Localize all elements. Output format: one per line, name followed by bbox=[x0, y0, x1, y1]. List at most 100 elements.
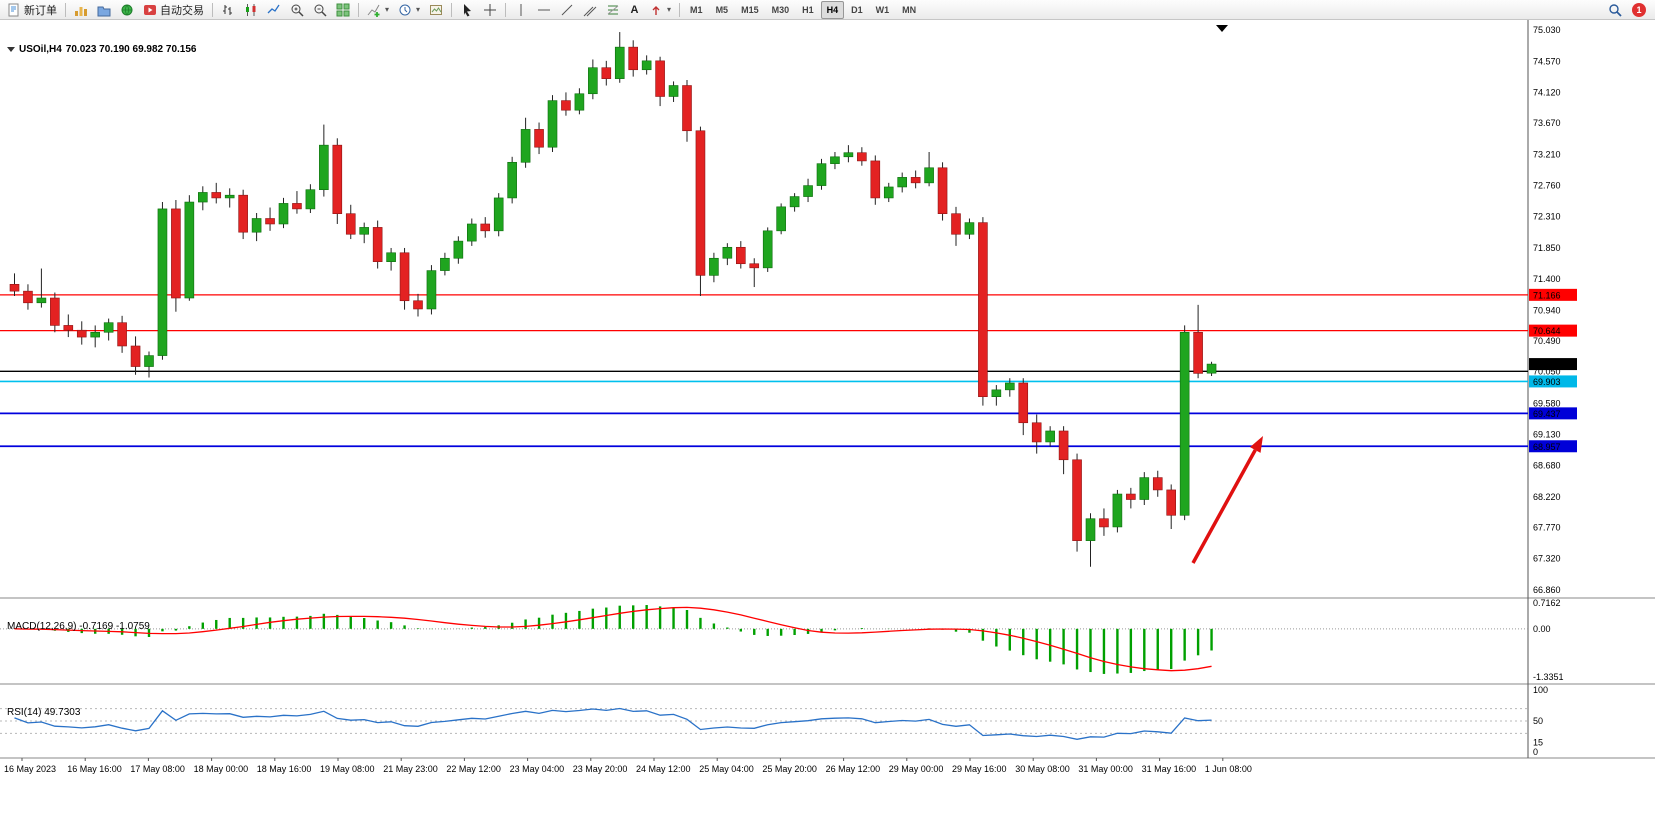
arrow-tool-icon bbox=[652, 5, 660, 15]
price-axis-label: 74.120 bbox=[1533, 87, 1561, 97]
time-axis-label[interactable]: 25 May 04:00 bbox=[699, 764, 754, 774]
candle-body bbox=[883, 186, 894, 199]
separator bbox=[358, 2, 359, 17]
candlestick-mode-button[interactable] bbox=[240, 1, 262, 19]
cursor-tool-button[interactable] bbox=[456, 1, 478, 19]
time-axis-label[interactable]: 24 May 12:00 bbox=[636, 764, 691, 774]
market-watch-button[interactable] bbox=[116, 1, 138, 19]
zoom-in-button[interactable] bbox=[286, 1, 308, 19]
timeframe-m1-button[interactable]: M1 bbox=[690, 4, 703, 15]
time-axis-label[interactable]: 25 May 20:00 bbox=[762, 764, 817, 774]
time-axis-label[interactable]: 29 May 16:00 bbox=[952, 764, 1007, 774]
price-axis-label: 71.400 bbox=[1533, 274, 1561, 284]
candle-body bbox=[265, 218, 275, 225]
time-axis-label[interactable]: 23 May 04:00 bbox=[510, 764, 565, 774]
timeframe-m5-button[interactable]: M5 bbox=[715, 4, 729, 15]
cursor-icon bbox=[464, 3, 472, 16]
price-axis-label: 68.680 bbox=[1533, 460, 1561, 470]
candle-body bbox=[507, 161, 517, 199]
price-axis-label: 70.940 bbox=[1533, 305, 1561, 315]
chart-dropdown-icon[interactable] bbox=[7, 47, 15, 52]
candle-body bbox=[278, 203, 289, 225]
add-indicator-button[interactable]: ▾ bbox=[363, 1, 393, 19]
indicators-plus-icon bbox=[367, 4, 380, 17]
price-axis-label: 75.030 bbox=[1533, 25, 1561, 35]
price-tag bbox=[1529, 324, 1577, 337]
candle-body bbox=[655, 60, 665, 97]
time-axis-label[interactable]: 31 May 00:00 bbox=[1078, 764, 1133, 774]
search-button[interactable] bbox=[1604, 1, 1626, 19]
time-axis-label[interactable]: 23 May 20:00 bbox=[573, 764, 628, 774]
time-axis-label[interactable]: 31 May 16:00 bbox=[1142, 764, 1197, 774]
template-button[interactable] bbox=[425, 1, 447, 19]
candle-body bbox=[1058, 430, 1069, 461]
channel-tool-button[interactable] bbox=[579, 1, 601, 19]
time-axis-label[interactable]: 26 May 12:00 bbox=[826, 764, 881, 774]
time-axis-label[interactable]: 16 May 16:00 bbox=[67, 764, 122, 774]
charts-button[interactable] bbox=[70, 1, 92, 19]
channel-icon bbox=[583, 6, 597, 16]
rsi-line bbox=[14, 707, 1212, 740]
time-axis-label[interactable]: 30 May 08:00 bbox=[1015, 764, 1070, 774]
timeframe-w1-button[interactable]: W1 bbox=[875, 4, 890, 15]
candle-body bbox=[601, 67, 612, 79]
candlestick-icon bbox=[246, 3, 256, 16]
timeframe-h1-button[interactable]: H1 bbox=[802, 4, 814, 15]
time-axis-label[interactable]: 18 May 16:00 bbox=[257, 764, 312, 774]
scroll-marker-icon[interactable] bbox=[1216, 25, 1228, 32]
new-order-button[interactable]: 新订单 bbox=[3, 1, 61, 19]
bar-chart-mode-button[interactable] bbox=[217, 1, 239, 19]
timeframe-m30-button[interactable]: M30 bbox=[771, 4, 790, 15]
candle-body bbox=[23, 290, 33, 304]
chart-window: 75.030 74.570 74.120 73.670 73.210 72.760 72.3… bbox=[0, 20, 1655, 827]
rsi-axis-label: 50 bbox=[1533, 716, 1543, 726]
text-tool-button[interactable]: A bbox=[625, 1, 644, 19]
candle-body bbox=[1004, 382, 1015, 391]
tile-windows-button[interactable] bbox=[332, 1, 354, 19]
profiles-button[interactable] bbox=[93, 1, 115, 19]
timeframe-m15-button[interactable]: M15 bbox=[741, 4, 759, 15]
time-axis-label[interactable]: 21 May 23:00 bbox=[383, 764, 438, 774]
time-axis-label[interactable]: 1 Jun 08:00 bbox=[1205, 764, 1252, 774]
candle-body bbox=[520, 129, 531, 163]
price-tag-label: 70.644 bbox=[1533, 326, 1561, 336]
horizontal-line-tool-button[interactable] bbox=[533, 1, 555, 19]
candle-body bbox=[184, 201, 195, 299]
candle-body bbox=[749, 263, 760, 269]
timeframe-mn-button[interactable]: MN bbox=[902, 4, 917, 15]
chart-canvas[interactable]: 75.030 74.570 74.120 73.670 73.210 72.760 72.3… bbox=[0, 20, 1655, 827]
crosshair-tool-button[interactable] bbox=[479, 1, 501, 19]
vertical-line-tool-button[interactable] bbox=[510, 1, 532, 19]
auto-trading-button[interactable]: 自动交易 bbox=[139, 1, 208, 19]
fibonacci-tool-button[interactable] bbox=[602, 1, 624, 19]
candle-body bbox=[224, 194, 235, 199]
candle-body bbox=[628, 46, 639, 71]
time-axis-label[interactable]: 18 May 00:00 bbox=[194, 764, 249, 774]
time-axis-label[interactable]: 19 May 08:00 bbox=[320, 764, 375, 774]
candle-body bbox=[9, 283, 20, 292]
timeframe-d1-button[interactable]: D1 bbox=[851, 4, 863, 15]
candle-body bbox=[641, 60, 652, 71]
time-axis-label[interactable]: 29 May 00:00 bbox=[889, 764, 944, 774]
clock-icon bbox=[399, 4, 411, 15]
trendline-tool-button[interactable] bbox=[556, 1, 578, 19]
price-axis-label: 74.570 bbox=[1533, 57, 1561, 67]
annotation-arrow[interactable] bbox=[1191, 449, 1257, 564]
period-button[interactable]: ▾ bbox=[394, 1, 424, 19]
time-axis-label[interactable]: 22 May 12:00 bbox=[446, 764, 501, 774]
price-tag bbox=[1529, 407, 1577, 420]
candle-body bbox=[897, 177, 908, 188]
timeframe-h4-button[interactable]: H4 bbox=[820, 0, 845, 19]
price-axis-label: 67.770 bbox=[1533, 523, 1561, 533]
time-axis-label[interactable]: 17 May 08:00 bbox=[130, 764, 185, 774]
price-tag-label: 70.156 bbox=[1533, 360, 1561, 370]
candle-body bbox=[453, 240, 464, 259]
line-chart-mode-button[interactable] bbox=[263, 1, 285, 19]
time-axis-label[interactable]: 16 May 2023 bbox=[4, 764, 56, 774]
candle-body bbox=[803, 185, 813, 197]
zoom-out-button[interactable] bbox=[309, 1, 331, 19]
notification-badge[interactable]: 1 bbox=[1632, 2, 1646, 17]
candle-body bbox=[668, 85, 679, 97]
arrows-tool-button[interactable]: ▾ bbox=[645, 1, 675, 19]
candle-body bbox=[117, 322, 127, 347]
